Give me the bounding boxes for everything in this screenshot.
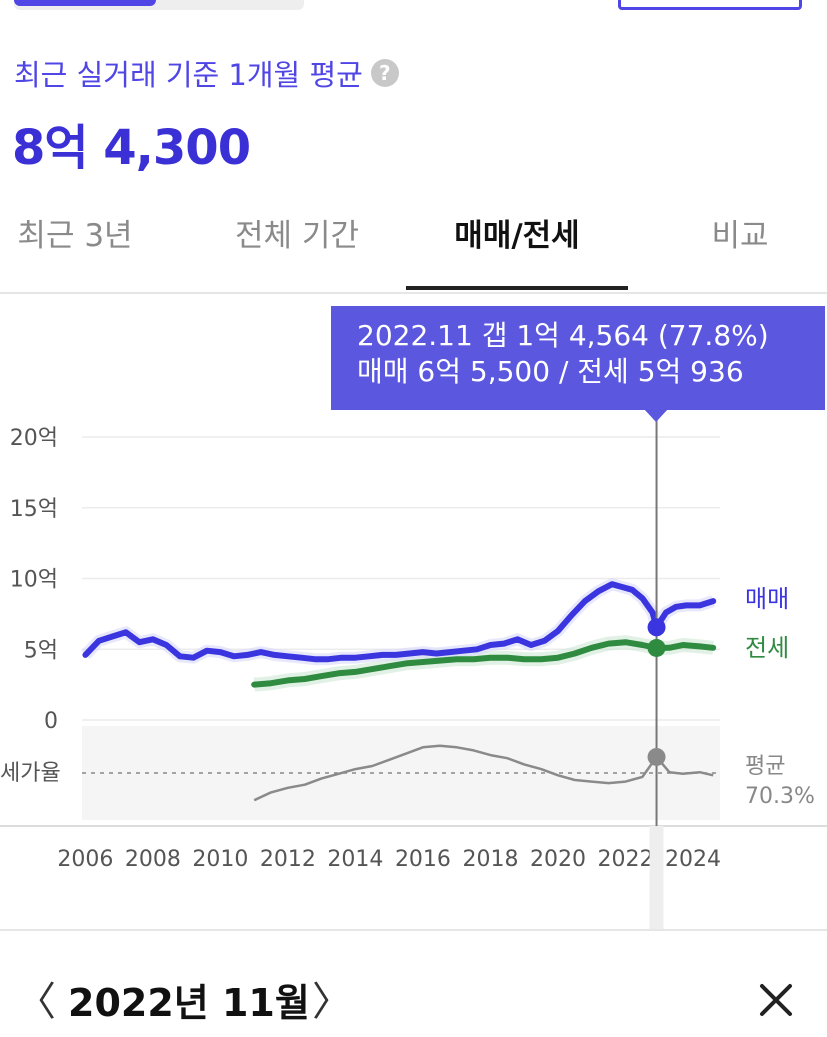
- tooltip-arrow: [644, 409, 668, 422]
- tab-all-period[interactable]: 전체 기간: [235, 218, 359, 254]
- next-month-button[interactable]: 〉: [312, 979, 352, 1025]
- bottom-divider: [0, 929, 827, 931]
- close-icon[interactable]: [756, 980, 796, 1020]
- x-tick-label: 2020: [530, 847, 586, 872]
- y-tick-label: 20억: [10, 426, 58, 451]
- average-label: 최근 실거래 기준 1개월 평균: [14, 58, 363, 92]
- jeonse-series-label: 전세: [745, 634, 789, 662]
- y-tick-labels: 20억 15억 10억 5억 0: [10, 426, 58, 734]
- x-tick-label: 2012: [260, 847, 316, 872]
- average-value: 8억 4,300: [12, 120, 251, 176]
- jeonse-line: [251, 639, 717, 688]
- grid-lines: [82, 436, 720, 721]
- x-tick-labels: 2006 2008 2010 2012 2014 2016 2018 2020 2022 2024: [57, 847, 721, 872]
- tooltip: 2022.11 갭 1억 4,564 (77.8%) 매매 6억 5,500 /…: [331, 306, 825, 410]
- tooltip-line-gap: 2022.11 갭 1억 4,564 (77.8%): [357, 319, 769, 352]
- help-icon[interactable]: ?: [370, 59, 399, 87]
- top-outline-button[interactable]: [618, 0, 802, 10]
- selected-month: 2022년 11월: [68, 981, 310, 1025]
- crosshair-band: [649, 826, 664, 929]
- sale-line: [82, 581, 717, 663]
- chart-tabs: 최근 3년 전체 기간 매매/전세 비교: [0, 200, 827, 294]
- ratio-axis-label: 세가율: [0, 761, 61, 786]
- y-tick-label: 5억: [24, 638, 58, 663]
- top-scroll-strip: [14, 0, 304, 10]
- ratio-average-value: 70.3%: [745, 784, 815, 809]
- month-nav: 〈 2022년 11월 〉: [0, 962, 827, 1032]
- tab-compare[interactable]: 비교: [711, 218, 769, 254]
- ratio-average-label: 평균: [745, 754, 785, 779]
- average-label-row: 최근 실거래 기준 1개월 평균 ?: [14, 52, 399, 94]
- sale-series-label: 매매: [745, 585, 789, 613]
- x-tick-label: 2010: [192, 847, 248, 872]
- x-tick-label: 2022: [597, 847, 653, 872]
- x-tick-label: 2006: [57, 847, 113, 872]
- x-tick-label: 2018: [462, 847, 518, 872]
- top-scroll-strip-fill: [14, 0, 156, 6]
- series-group: [81, 578, 717, 802]
- selection-markers: [647, 618, 666, 766]
- sale-marker: [647, 618, 666, 637]
- prev-month-button[interactable]: 〈: [16, 979, 56, 1025]
- y-tick-label: 0: [44, 709, 58, 734]
- tab-recent-3-years[interactable]: 최근 3년: [17, 218, 133, 254]
- ratio-marker: [647, 747, 666, 766]
- y-tick-label: 10억: [10, 568, 58, 593]
- tab-sale-jeonse[interactable]: 매매/전세: [406, 214, 628, 290]
- jeonse-marker: [647, 638, 666, 657]
- x-tick-label: 2024: [665, 847, 721, 872]
- y-tick-label: 15억: [10, 497, 58, 522]
- x-tick-label: 2008: [125, 847, 181, 872]
- x-tick-label: 2016: [395, 847, 451, 872]
- ratio-line: [253, 744, 714, 802]
- tooltip-line-prices: 매매 6억 5,500 / 전세 5억 936: [357, 355, 744, 388]
- x-tick-label: 2014: [327, 847, 383, 872]
